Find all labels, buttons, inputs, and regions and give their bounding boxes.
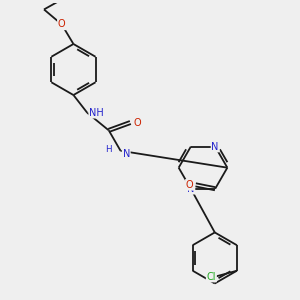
Text: O: O [134,118,141,128]
Text: O: O [58,20,65,29]
Text: N: N [122,149,130,159]
Text: O: O [186,180,194,190]
Text: H: H [105,145,112,154]
Text: NH: NH [89,108,104,118]
Text: Cl: Cl [207,272,216,282]
Text: N: N [187,184,194,194]
Text: N: N [212,142,219,152]
